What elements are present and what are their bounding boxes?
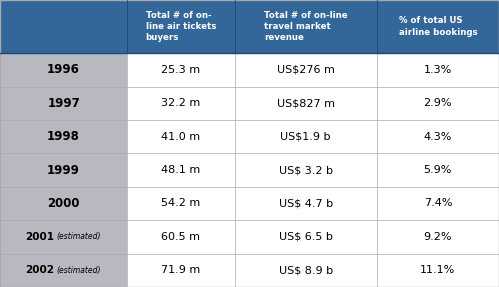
Bar (0, 253, 127, 287)
Text: 1.3%: 1.3% (424, 65, 452, 75)
Bar (0, 153, 499, 187)
Text: 54.2 m: 54.2 m (161, 198, 201, 208)
Bar (0, 120, 127, 153)
Bar (0, 253, 499, 287)
Bar (0, 53, 127, 86)
Text: 71.9 m: 71.9 m (161, 265, 201, 275)
Text: (estimated): (estimated) (56, 266, 101, 275)
Text: 2.9%: 2.9% (424, 98, 452, 108)
Text: 7.4%: 7.4% (424, 198, 452, 208)
Text: Total # of on-
line air tickets
buyers: Total # of on- line air tickets buyers (146, 11, 216, 42)
Text: 41.0 m: 41.0 m (161, 132, 201, 141)
Text: US$ 3.2 b: US$ 3.2 b (278, 165, 333, 175)
Text: 48.1 m: 48.1 m (161, 165, 201, 175)
Text: 60.5 m: 60.5 m (161, 232, 201, 242)
Text: 5.9%: 5.9% (424, 165, 452, 175)
Text: 2000: 2000 (47, 197, 80, 210)
Text: US$827 m: US$827 m (276, 98, 335, 108)
Text: 2001: 2001 (24, 232, 53, 242)
Bar (0, 187, 127, 220)
Text: 1996: 1996 (47, 63, 80, 76)
Bar (0, 220, 499, 253)
Bar (0, 220, 127, 253)
Bar (0, 120, 499, 153)
Text: US$276 m: US$276 m (277, 65, 334, 75)
Text: % of total US
airline bookings: % of total US airline bookings (399, 16, 477, 37)
Bar (0, 0, 499, 53)
Text: US$ 4.7 b: US$ 4.7 b (278, 198, 333, 208)
Text: US$ 6.5 b: US$ 6.5 b (279, 232, 332, 242)
Text: (estimated): (estimated) (56, 232, 101, 241)
Text: 1999: 1999 (47, 164, 80, 177)
Bar (0, 86, 127, 120)
Text: 2002: 2002 (24, 265, 53, 275)
Bar (0, 187, 499, 220)
Text: 1998: 1998 (47, 130, 80, 143)
Text: 9.2%: 9.2% (424, 232, 452, 242)
Text: 32.2 m: 32.2 m (161, 98, 201, 108)
Text: US$1.9 b: US$1.9 b (280, 132, 331, 141)
Text: 25.3 m: 25.3 m (161, 65, 201, 75)
Bar (0, 153, 127, 187)
Bar (0, 53, 499, 86)
Text: US$ 8.9 b: US$ 8.9 b (278, 265, 333, 275)
Text: 4.3%: 4.3% (424, 132, 452, 141)
Text: Total # of on-line
travel market
revenue: Total # of on-line travel market revenue (264, 11, 347, 42)
Text: 1997: 1997 (47, 97, 80, 110)
Text: 11.1%: 11.1% (420, 265, 456, 275)
Bar (0, 86, 499, 120)
